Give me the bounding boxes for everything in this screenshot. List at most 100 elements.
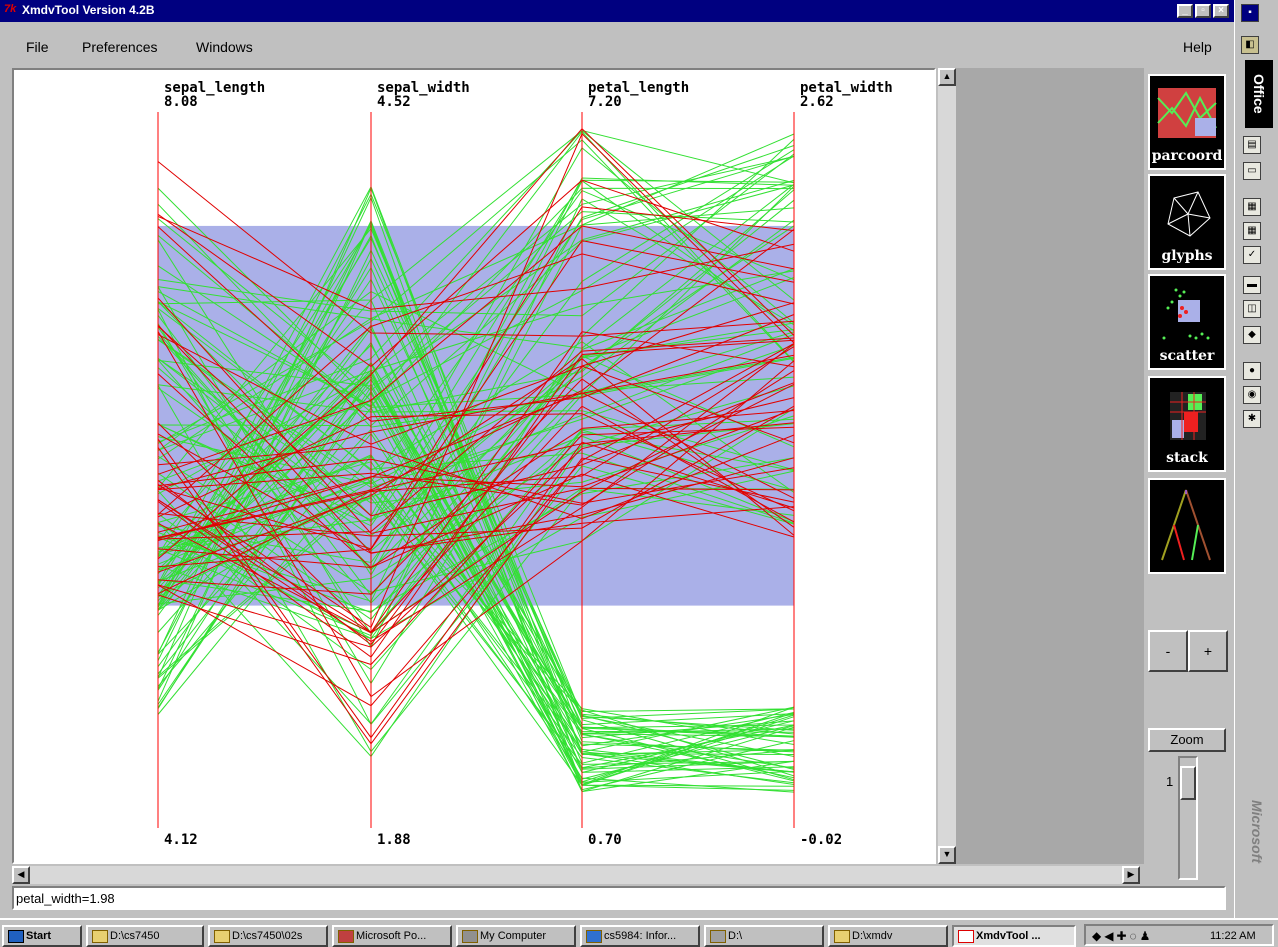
stack-view-icon <box>1170 392 1206 440</box>
task-label: My Computer <box>480 930 547 942</box>
task-label: D:\ <box>728 930 743 942</box>
minimize-button[interactable]: _ <box>1177 4 1193 18</box>
note-icon[interactable]: ◆ <box>1243 326 1261 344</box>
menu-preferences[interactable]: Preferences <box>82 39 158 55</box>
task-label: cs5984: Infor... <box>604 930 677 942</box>
window-title: XmdvTool Version 4.2B <box>22 3 155 17</box>
office-logo-icon[interactable]: ◧ <box>1241 36 1259 54</box>
data-line-unselected <box>157 155 795 527</box>
data-line-unselected <box>157 329 795 571</box>
task-item-2[interactable]: Microsoft Po... <box>332 925 452 947</box>
zoom-slider-thumb[interactable] <box>1180 766 1196 800</box>
data-line-selected <box>157 324 795 554</box>
view-label-stack: stack <box>1166 450 1208 466</box>
scroll-down-icon[interactable]: ▼ <box>938 846 956 864</box>
axis-min-label: -0.02 <box>800 832 842 848</box>
menu-windows[interactable]: Windows <box>196 39 253 55</box>
app-logo-icon: 7k <box>4 3 17 15</box>
contact-icon[interactable]: ▬ <box>1243 276 1261 294</box>
taskbar: Start D:\cs7450 D:\cs7450\02s Microsoft … <box>0 918 1278 947</box>
start-button[interactable]: Start <box>2 925 82 947</box>
task-icon[interactable]: ✓ <box>1243 246 1261 264</box>
data-line-unselected <box>157 156 795 495</box>
task-item-5[interactable]: D:\ <box>704 925 824 947</box>
scroll-right-icon[interactable]: ▶ <box>1122 866 1140 884</box>
office-label: Office <box>1245 60 1273 128</box>
data-line-unselected <box>157 147 795 517</box>
new-document-icon[interactable]: ▤ <box>1243 136 1261 154</box>
view-button-glyphs[interactable]: glyphs <box>1148 174 1226 270</box>
answer-wizard-icon[interactable]: ● <box>1243 362 1261 380</box>
data-line-selected <box>157 405 795 537</box>
open-folder-icon[interactable]: ▭ <box>1243 162 1261 180</box>
vertical-scrollbar[interactable]: ▲ ▼ <box>938 68 956 864</box>
menu-help[interactable]: Help <box>1183 39 1212 55</box>
data-line-unselected <box>157 309 795 726</box>
minus-button[interactable]: - <box>1148 630 1188 672</box>
scroll-up-icon[interactable]: ▲ <box>938 68 956 86</box>
data-line-selected <box>157 225 795 475</box>
menu-file[interactable]: File <box>26 39 49 55</box>
data-line-unselected <box>157 322 795 620</box>
data-line-selected <box>157 370 795 506</box>
view-button-scatter[interactable]: scatter <box>1148 274 1226 370</box>
outlook-icon[interactable]: ◉ <box>1243 386 1261 404</box>
maximize-button[interactable]: ▫ <box>1195 4 1211 18</box>
data-line-unselected <box>157 237 795 781</box>
data-line-unselected <box>157 497 795 765</box>
zoom-value: 1 <box>1166 774 1174 789</box>
data-line-unselected <box>157 301 795 493</box>
start-label: Start <box>26 930 52 942</box>
task-item-4[interactable]: cs5984: Infor... <box>580 925 700 947</box>
axis-name-label: sepal_length <box>164 80 265 96</box>
journal-icon[interactable]: ◫ <box>1243 300 1261 318</box>
axis-min-label: 1.88 <box>377 832 411 848</box>
task-label: D:\xmdv <box>852 930 893 942</box>
data-line-selected <box>157 215 795 310</box>
axis-max-label: 2.62 <box>800 94 834 110</box>
data-line-selected <box>157 373 795 569</box>
office-menu-icon[interactable]: ▪ <box>1241 4 1259 22</box>
axis-min-label: 0.70 <box>588 832 622 848</box>
data-line-unselected <box>157 207 795 637</box>
data-line-selected <box>157 422 795 595</box>
binder-icon[interactable]: ▦ <box>1243 198 1261 216</box>
data-line-selected <box>157 392 795 542</box>
status-text: petal_width=1.98 <box>16 891 115 906</box>
network-icon[interactable]: ✱ <box>1243 410 1261 428</box>
calendar-icon[interactable]: ▦ <box>1243 222 1261 240</box>
data-line-unselected <box>157 361 795 777</box>
data-line-selected <box>157 438 795 739</box>
zoom-slider[interactable] <box>1178 756 1198 880</box>
task-item-6[interactable]: D:\xmdv <box>828 925 948 947</box>
view-button-hierarchy[interactable] <box>1148 478 1226 574</box>
task-item-3[interactable]: My Computer <box>456 925 576 947</box>
clock: 11:22 AM <box>1210 930 1256 942</box>
data-line-unselected <box>157 179 795 523</box>
data-line-unselected <box>157 291 795 452</box>
close-button[interactable]: × <box>1213 4 1229 18</box>
hierarchy-view-icon <box>1161 489 1211 561</box>
data-line-selected <box>157 337 795 540</box>
scroll-track-h[interactable] <box>30 866 1122 884</box>
task-item-0[interactable]: D:\cs7450 <box>86 925 204 947</box>
data-line-unselected <box>157 344 795 735</box>
data-line-selected <box>157 434 795 520</box>
task-item-7-active[interactable]: XmdvTool ... <box>952 925 1076 947</box>
tray-icons[interactable]: ◆◀✚◌♟ <box>1092 929 1154 943</box>
view-button-stack[interactable]: stack <box>1148 376 1226 472</box>
task-item-1[interactable]: D:\cs7450\02s <box>208 925 328 947</box>
data-line-selected <box>157 127 795 560</box>
plus-button[interactable]: + <box>1188 630 1228 672</box>
data-line-selected <box>157 297 795 535</box>
axis-name-label: petal_width <box>800 80 893 96</box>
plot-canvas[interactable]: sepal_length 8.08 4.12 sepal_width 4.52 1.88 p… <box>12 68 936 864</box>
data-line-unselected <box>157 371 795 793</box>
empty-area <box>956 68 1144 864</box>
view-button-parcoord[interactable]: parcoord <box>1148 74 1226 170</box>
scroll-left-icon[interactable]: ◀ <box>12 866 30 884</box>
horizontal-scrollbar[interactable]: ◀ ▶ <box>12 866 1140 884</box>
scroll-track[interactable] <box>938 86 956 846</box>
data-line-unselected <box>157 155 795 402</box>
